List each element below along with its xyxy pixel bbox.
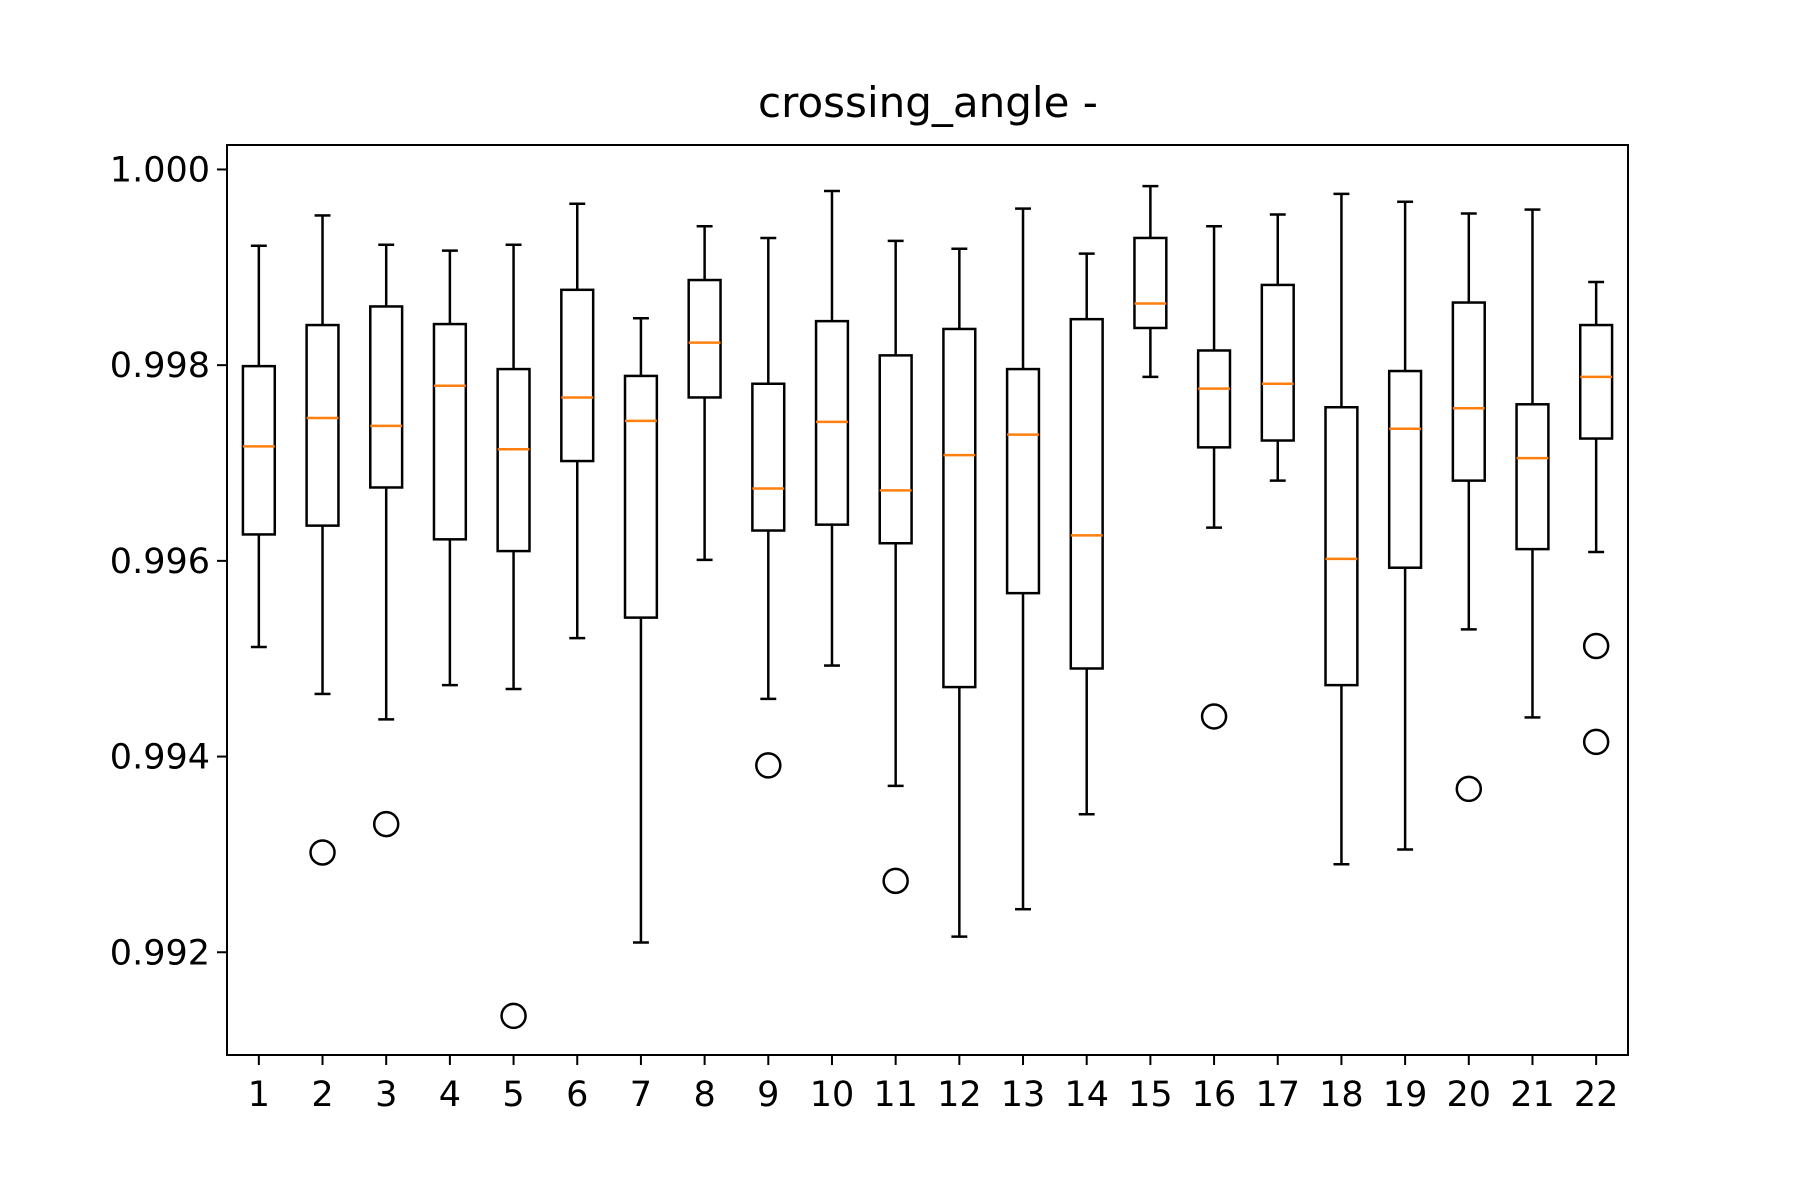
y-tick-label: 0.996 bbox=[110, 542, 210, 582]
box-body bbox=[1005, 367, 1041, 595]
box-body bbox=[878, 354, 913, 545]
x-tick-label: 10 bbox=[810, 1075, 855, 1115]
box-body bbox=[496, 367, 531, 553]
x-tick-label: 15 bbox=[1128, 1075, 1173, 1115]
x-tick-label: 7 bbox=[630, 1075, 652, 1115]
x-tick-label: 19 bbox=[1383, 1075, 1428, 1115]
x-tick-label: 12 bbox=[937, 1075, 982, 1115]
y-tick-label: 0.992 bbox=[110, 933, 210, 973]
box-body bbox=[369, 305, 404, 489]
box-body bbox=[1515, 403, 1550, 551]
x-tick-label: 17 bbox=[1255, 1075, 1300, 1115]
box-body bbox=[687, 278, 722, 399]
outlier-point bbox=[1455, 775, 1483, 803]
outlier-point bbox=[500, 1002, 527, 1030]
y-tick-label: 0.998 bbox=[110, 346, 210, 386]
outlier-point bbox=[755, 752, 782, 779]
x-tick-label: 1 bbox=[248, 1075, 270, 1115]
box-body bbox=[942, 327, 977, 689]
outlier-point bbox=[1582, 728, 1610, 756]
y-tick-label: 0.994 bbox=[110, 738, 210, 778]
box-body bbox=[623, 374, 659, 619]
box-body bbox=[1451, 301, 1486, 482]
axes-frame bbox=[226, 144, 1629, 1056]
x-tick-label: 20 bbox=[1447, 1075, 1492, 1115]
box-body bbox=[1387, 369, 1423, 569]
box-body bbox=[1069, 317, 1104, 670]
x-tick-label: 21 bbox=[1510, 1075, 1555, 1115]
box-body bbox=[1260, 283, 1295, 442]
x-tick-label: 9 bbox=[757, 1075, 779, 1115]
box-body bbox=[1196, 349, 1232, 449]
box-body bbox=[432, 322, 468, 541]
outlier-point bbox=[882, 867, 909, 895]
x-tick-label: 4 bbox=[439, 1075, 461, 1115]
chart-title: crossing_angle - bbox=[758, 78, 1098, 127]
box-body bbox=[751, 382, 786, 532]
x-tick-label: 18 bbox=[1319, 1075, 1364, 1115]
x-tick-label: 3 bbox=[375, 1075, 397, 1115]
outlier-point bbox=[309, 839, 336, 866]
box-body bbox=[305, 323, 340, 527]
x-tick-label: 16 bbox=[1192, 1075, 1237, 1115]
x-tick-label: 6 bbox=[566, 1075, 588, 1115]
x-tick-label: 13 bbox=[1001, 1075, 1046, 1115]
x-tick-label: 2 bbox=[311, 1075, 333, 1115]
outlier-point bbox=[1582, 632, 1610, 660]
x-tick-label: 14 bbox=[1064, 1075, 1109, 1115]
x-tick-label: 8 bbox=[693, 1075, 715, 1115]
x-tick-label: 5 bbox=[502, 1075, 524, 1115]
box-body bbox=[1578, 323, 1614, 440]
x-tick-label: 11 bbox=[873, 1075, 918, 1115]
box-body bbox=[1324, 405, 1359, 687]
box-body bbox=[560, 288, 595, 463]
box-body bbox=[241, 364, 277, 536]
outlier-point bbox=[372, 810, 400, 838]
x-tick-label: 22 bbox=[1574, 1075, 1619, 1115]
box-body bbox=[1133, 236, 1168, 330]
y-tick-label: 1.000 bbox=[110, 150, 210, 190]
outlier-point bbox=[1200, 703, 1228, 730]
